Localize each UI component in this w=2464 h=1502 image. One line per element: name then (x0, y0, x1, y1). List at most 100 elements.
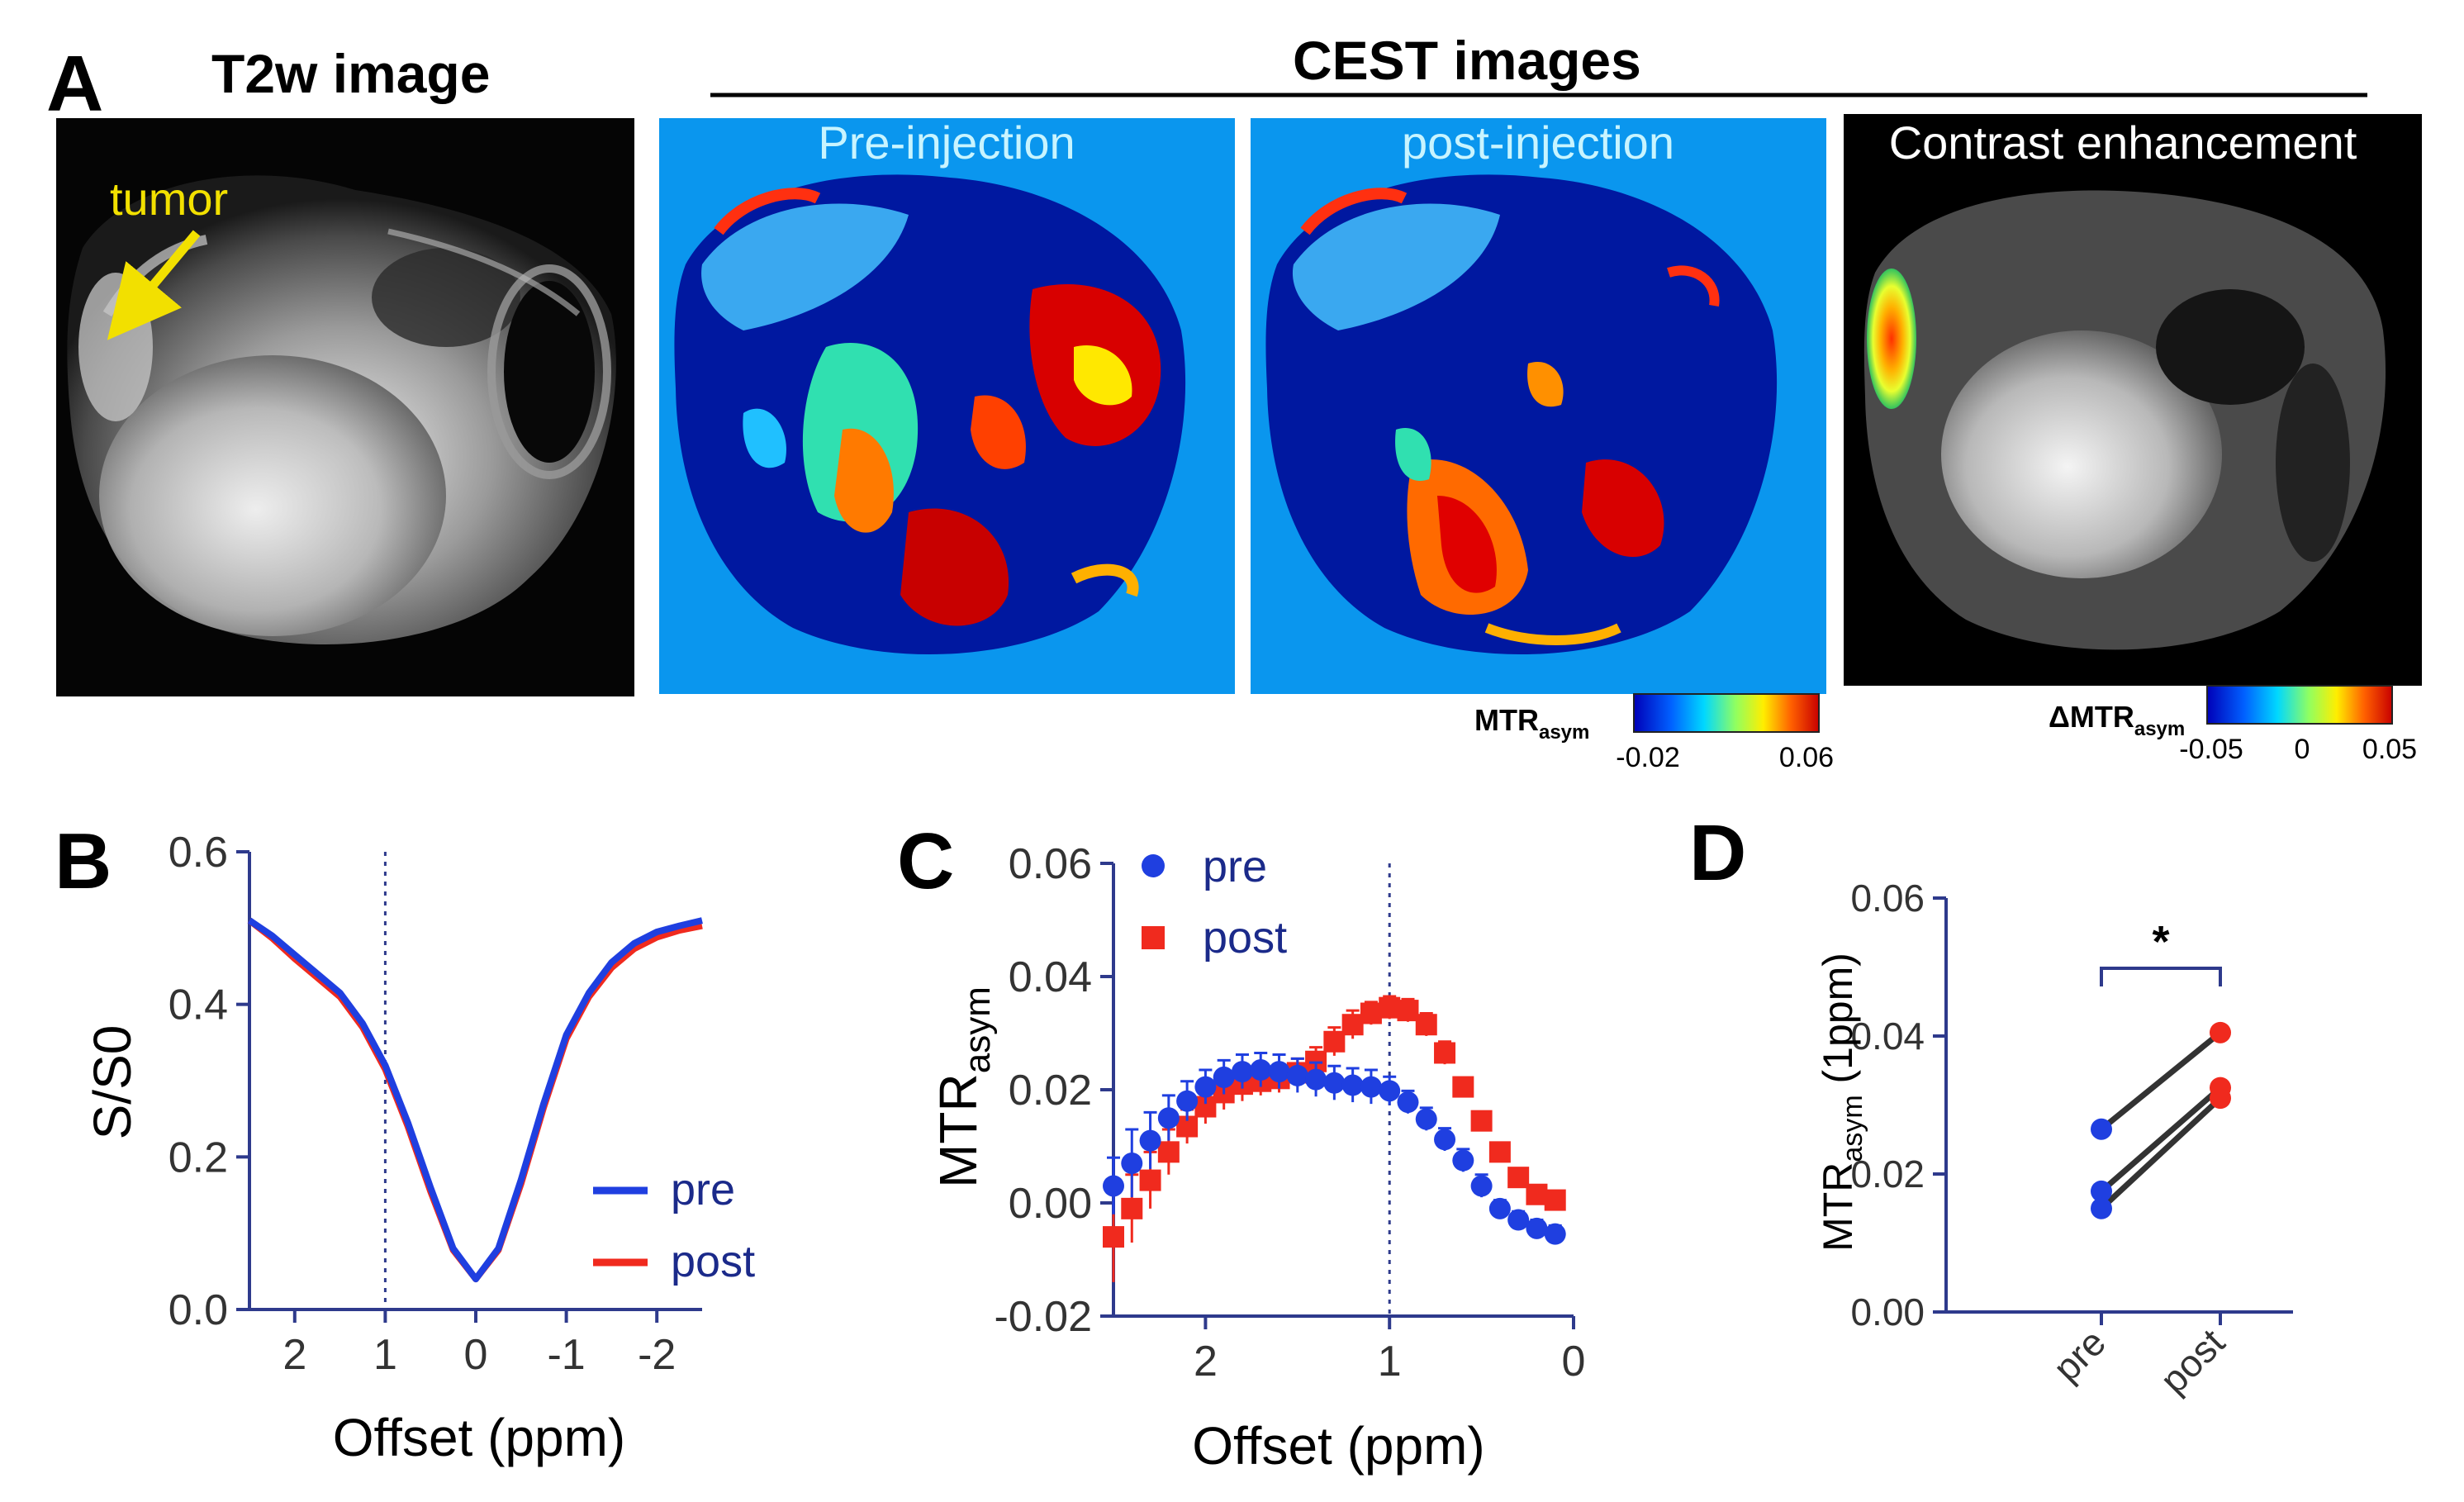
chart-b-x-tick-label: -1 (547, 1331, 585, 1379)
chart-c-point-post (1397, 1000, 1419, 1022)
chart-c: -0.02 0.00 0.02 0.04 0.06 2 1 0 Offset (ppm) MTRa… (928, 840, 1585, 1476)
t2w-title: T2w image (211, 43, 490, 104)
chart-d-x-tick-label: post (2152, 1320, 2233, 1401)
tumor-arrow (107, 230, 201, 340)
tumor-label: tumor (110, 173, 228, 225)
chart-d-x-tick-label: pre (2044, 1320, 2114, 1390)
chart-d-point-pre (2091, 1118, 2112, 1140)
chart-d-pair-line (2099, 1096, 2223, 1211)
chart-c-point-pre (1379, 1080, 1401, 1102)
chart-c-point-pre (1341, 1074, 1364, 1096)
chart-d-y-tick-label: 0.02 (1850, 1153, 1925, 1195)
chart-b-y-tick-label: 0.0 (169, 1286, 228, 1334)
chart-d-pair-line (2099, 1030, 2223, 1132)
chart-c-point-pre (1286, 1064, 1308, 1086)
pre-injection-label: Pre-injection (818, 116, 1075, 169)
legend-b-post-label: post (671, 1237, 755, 1286)
chart-c-point-pre (1176, 1090, 1199, 1112)
colorbar-delta-mtr-mid: 0 (2295, 734, 2310, 765)
chart-c-y-tick-label: 0.06 (1009, 840, 1092, 888)
chart-c-point-post (1341, 1014, 1364, 1036)
chart-c-point-pre (1434, 1129, 1456, 1151)
chart-c-y-tick-label: 0.04 (1009, 953, 1092, 1001)
chart-c-point-pre (1470, 1175, 1493, 1197)
colorbar-mtr-max: 0.06 (1779, 742, 1834, 773)
chart-c-point-post (1526, 1183, 1548, 1205)
chart-c-y-axis-title: MTRasym (928, 986, 998, 1188)
chart-c-point-pre (1305, 1068, 1327, 1091)
chart-c-point-pre (1488, 1197, 1511, 1219)
chart-d-significance-marker: * (2152, 917, 2169, 967)
chart-d: 0.00 0.02 0.04 0.06 pre post * MTRasym (1ppm) (1815, 877, 2293, 1402)
t2w-image (56, 118, 634, 696)
chart-c-point-pre (1231, 1061, 1253, 1083)
chart-c-point-post (1379, 996, 1401, 1019)
chart-b-series-line-pre (247, 917, 703, 1283)
cest-pre-image (659, 118, 1235, 694)
colorbar-delta-mtr-min: -0.05 (2179, 734, 2243, 765)
chart-d-y-tick-label: 0.04 (1850, 1015, 1925, 1058)
chart-c-point-pre (1268, 1061, 1290, 1083)
chart-c-x-tick-label: 0 (1562, 1338, 1586, 1386)
contrast-enhancement-label: Contrast enhancement (1889, 116, 2357, 169)
chart-b-y-tick-label: 0.6 (169, 829, 228, 877)
post-injection-label: post-injection (1402, 116, 1674, 169)
chart-c-point-pre (1121, 1153, 1143, 1175)
colorbar-delta-mtr-max: 0.05 (2362, 734, 2417, 765)
chart-c-point-post (1507, 1167, 1530, 1189)
legend-c-pre-label: pre (1203, 842, 1267, 891)
legend-c-post-label: post (1203, 913, 1287, 963)
chart-c-point-post (1360, 1002, 1382, 1024)
chart-d-y-tick-label: 0.06 (1850, 877, 1925, 920)
chart-c-x-tick-label: 1 (1378, 1338, 1402, 1386)
chart-c-point-post (1470, 1110, 1493, 1132)
chart-c-point-pre (1507, 1209, 1530, 1231)
chart-c-x-axis-title: Offset (ppm) (1192, 1416, 1484, 1476)
chart-d-point-pre (2091, 1197, 2112, 1219)
chart-c-point-pre (1157, 1107, 1180, 1129)
chart-c-point-pre (1194, 1076, 1217, 1098)
contrast-enhancement-image (1844, 114, 2422, 686)
chart-b-x-tick-label: 0 (464, 1331, 488, 1379)
chart-d-point-pre (2091, 1180, 2112, 1202)
chart-c-point-post (1488, 1141, 1511, 1163)
chart-b-y-axis-title: S/S0 (83, 1025, 142, 1140)
chart-c-point-post (1103, 1226, 1124, 1248)
chart-c-point-post (1434, 1042, 1456, 1064)
chart-b-x-tick-label: 2 (282, 1331, 306, 1379)
cest-title: CEST images (1293, 30, 1641, 91)
chart-c-point-post (1415, 1014, 1437, 1036)
colorbar-mtr-min: -0.02 (1616, 742, 1680, 773)
legend-b-pre-label: pre (671, 1165, 735, 1214)
legend-c-post-marker (1142, 926, 1165, 949)
chart-c-point-pre (1250, 1059, 1272, 1081)
chart-b-x-axis-title: Offset (ppm) (333, 1408, 625, 1467)
chart-c-point-pre (1526, 1217, 1548, 1239)
chart-c-point-pre (1103, 1175, 1124, 1197)
chart-c-point-post (1139, 1169, 1161, 1191)
chart-c-point-post (1452, 1076, 1474, 1098)
panel-a-letter: A (46, 40, 103, 128)
cest-post-image (1251, 118, 1826, 694)
chart-c-y-tick-label: 0.00 (1009, 1180, 1092, 1228)
chart-b-x-tick-label: 1 (373, 1331, 397, 1379)
chart-d-pair-line (2099, 1085, 2223, 1194)
legend-c-pre-marker (1142, 854, 1165, 877)
chart-c-point-post (1323, 1030, 1346, 1053)
chart-c-point-pre (1415, 1108, 1437, 1130)
chart-d-point-post (2210, 1021, 2231, 1043)
chart-c-point-pre (1139, 1129, 1161, 1152)
panel-d-letter: D (1689, 809, 1746, 897)
chart-d-y-axis-title: MTRasym (1ppm) (1815, 953, 1868, 1252)
chart-c-point-pre (1544, 1223, 1566, 1245)
chart-b-x-tick-label: -2 (638, 1331, 676, 1379)
chart-c-y-tick-label: 0.02 (1009, 1067, 1092, 1115)
chart-d-y-tick-label: 0.00 (1850, 1290, 1925, 1333)
chart-c-point-pre (1452, 1149, 1474, 1172)
chart-c-point-pre (1323, 1072, 1346, 1094)
colorbar-delta-mtr-title: ΔMTRasym (2049, 700, 2185, 740)
chart-d-point-post (2210, 1087, 2231, 1110)
chart-c-point-pre (1360, 1076, 1382, 1098)
chart-c-point-pre (1213, 1066, 1235, 1088)
